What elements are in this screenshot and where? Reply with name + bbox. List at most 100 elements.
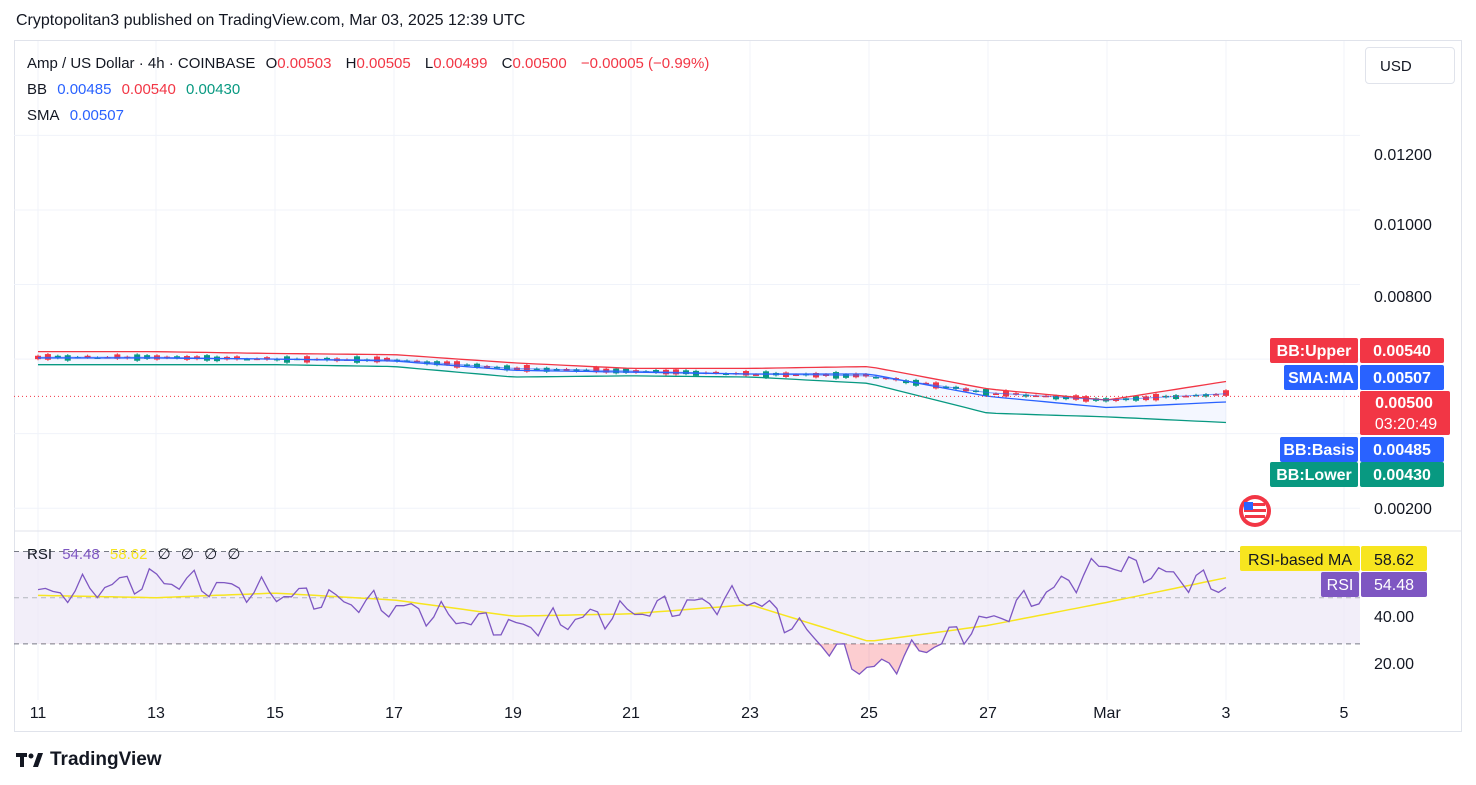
candle-body <box>843 374 849 378</box>
low-label: L <box>424 55 434 72</box>
x-tick: 3 <box>1222 705 1231 722</box>
sma-tag <box>1284 365 1358 390</box>
candle-body <box>903 380 909 384</box>
bar-countdown: 03:20:49 <box>1375 416 1437 433</box>
rsi-ma-line <box>37 577 1227 642</box>
sma-legend: SMA 0.00507 <box>27 107 130 124</box>
candle-body <box>1203 394 1209 397</box>
x-tick: 27 <box>979 705 997 722</box>
bb-upper-tag-label: BB:Upper <box>1277 343 1352 360</box>
x-tick: 23 <box>741 705 759 722</box>
bb-legend: BB 0.00485 0.00540 0.00430 <box>27 81 246 98</box>
close-label: C <box>501 55 513 72</box>
price-tick: 0.00200 <box>1374 501 1432 518</box>
price-tick: 0.00800 <box>1374 289 1432 306</box>
x-tick: 19 <box>504 705 522 722</box>
sma-line <box>38 356 1227 401</box>
sma-tag-label: SMA:MA <box>1288 370 1354 387</box>
candle-body <box>943 386 949 389</box>
candle-body <box>444 361 450 365</box>
rsi-legend-na: ∅ <box>204 546 218 563</box>
change-value: −0.00005 (−0.99%) <box>580 55 710 72</box>
x-tick: 13 <box>147 705 165 722</box>
candle-body <box>384 357 390 361</box>
sma-legend-value: 0.00507 <box>69 107 124 124</box>
x-tick: 25 <box>860 705 878 722</box>
open-label: O <box>265 55 278 72</box>
footer-brand: TradingView <box>16 749 162 771</box>
rsi-value-tag <box>1361 572 1427 597</box>
bb-lower-tag-value: 0.00430 <box>1373 467 1431 484</box>
price-tick: 0.01200 <box>1374 147 1432 164</box>
rsi-ma-tag-label: RSI-based MA <box>1248 552 1352 569</box>
candle-body <box>1033 395 1039 398</box>
candle-body <box>114 354 121 359</box>
bb-basis-tag-value: 0.00485 <box>1373 442 1431 459</box>
sma-tag-value: 0.00507 <box>1373 370 1431 387</box>
bb-lower-tag <box>1270 462 1358 487</box>
close-value: 0.00500 <box>512 55 567 72</box>
last-price-tag <box>1360 391 1450 435</box>
rsi-ma-tag-value: 58.62 <box>1374 552 1414 569</box>
bb-upper-value-tag <box>1360 338 1444 363</box>
candle-body <box>713 371 719 374</box>
publisher-header: Cryptopolitan3 published on TradingView.… <box>16 12 526 29</box>
bb-lower-tag-label: BB:Lower <box>1276 467 1352 484</box>
bb-legend-basis: 0.00485 <box>57 81 112 98</box>
rsi-ma-tag <box>1240 546 1360 571</box>
x-tick: 15 <box>266 705 284 722</box>
symbol-title[interactable]: Amp / US Dollar · 4h · COINBASE <box>27 55 256 72</box>
rsi-tag-label: RSI <box>1327 577 1354 594</box>
rsi-tag <box>1321 572 1359 597</box>
price-tick: 0.01000 <box>1374 217 1432 234</box>
rsi-ma-value-tag <box>1361 546 1427 571</box>
candle-body <box>1223 390 1229 396</box>
bb-legend-lower: 0.00430 <box>186 81 241 98</box>
rsi-tick: 40.00 <box>1374 609 1414 626</box>
rsi-tick: 20.00 <box>1374 656 1414 673</box>
candle-body <box>1053 395 1059 400</box>
rsi-tag-value: 54.48 <box>1374 577 1414 594</box>
candle-body <box>543 367 550 372</box>
sma-legend-label[interactable]: SMA <box>27 107 60 124</box>
candle-body <box>573 369 580 372</box>
bb-legend-label[interactable]: BB <box>27 81 48 98</box>
bb-lower-value-tag <box>1360 462 1444 487</box>
rsi-legend-value: 54.48 <box>62 546 100 563</box>
candle-body <box>753 374 759 376</box>
candle-body <box>244 358 250 361</box>
candle-body <box>793 374 799 376</box>
currency-button[interactable]: USD <box>1365 47 1455 84</box>
rsi-legend-na: ∅ <box>157 546 171 563</box>
bb-legend-upper: 0.00540 <box>121 81 176 98</box>
bb-fill <box>38 351 1226 423</box>
rsi-band <box>14 551 1360 644</box>
candle-body <box>424 361 430 365</box>
candle-body <box>863 374 869 377</box>
bb-upper-tag <box>1270 338 1358 363</box>
candle-body <box>1213 394 1219 396</box>
high-value: 0.00505 <box>356 55 411 72</box>
footer-brand-name: TradingView <box>50 749 162 770</box>
tradingview-logo-icon <box>16 751 44 769</box>
bb-basis-tag <box>1280 437 1358 462</box>
rsi-oversold-fill <box>38 643 1226 675</box>
candle-body <box>593 366 600 373</box>
chart-frame <box>14 40 1462 732</box>
x-tick: Mar <box>1093 705 1121 722</box>
rsi-legend-na: ∅ <box>227 546 241 563</box>
high-label: H <box>345 55 357 72</box>
rsi-line <box>37 556 1227 676</box>
rsi-legend: RSI 54.48 58.62 ∅ ∅ ∅ ∅ <box>27 545 246 563</box>
bb-upper-line <box>38 350 1227 401</box>
last-price-value: 0.00500 <box>1375 395 1433 412</box>
low-value: 0.00499 <box>433 55 488 72</box>
us-event-flag-icon[interactable] <box>1239 495 1271 527</box>
bb-basis-value-tag <box>1360 437 1444 462</box>
bb-upper-tag-value: 0.00540 <box>1373 343 1431 360</box>
rsi-legend-label[interactable]: RSI <box>27 546 53 563</box>
x-tick: 21 <box>622 705 640 722</box>
bb-lower-line <box>38 364 1227 424</box>
rsi-legend-na: ∅ <box>180 546 194 563</box>
